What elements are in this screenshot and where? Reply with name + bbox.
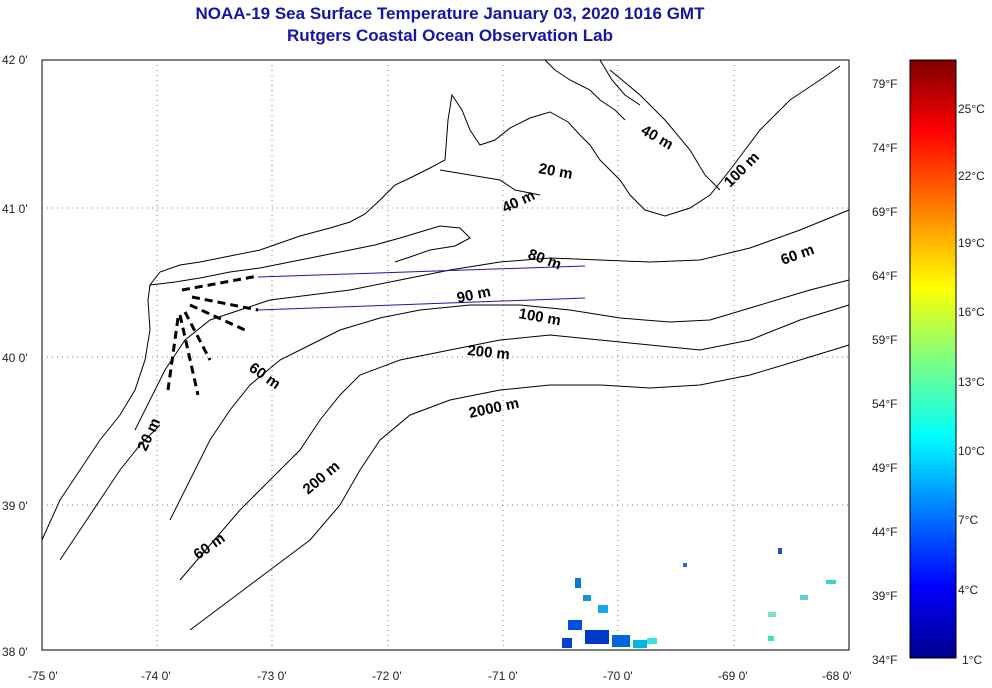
celsius-label: 4°C: [958, 583, 978, 597]
fahrenheit-label: 79°F: [872, 77, 897, 91]
transect-lines: [257, 265, 586, 311]
longitude-labels: -75 0' -74 0' -73 0' -72 0' -71 0' -70 0…: [28, 669, 852, 683]
celsius-label: 10°C: [958, 444, 985, 458]
fahrenheit-label: 54°F: [872, 397, 897, 411]
colorbar: [909, 59, 957, 659]
contour-label: 200 m: [467, 342, 511, 363]
lon-label: -73 0': [257, 669, 287, 683]
map-subtitle: Rutgers Coastal Ocean Observation Lab: [287, 26, 613, 45]
celsius-label: 7°C: [958, 513, 978, 527]
colorbar-celsius-labels: 25°C 22°C 19°C 16°C 13°C 10°C 7°C 4°C 1°…: [958, 102, 985, 667]
lon-label: -75 0': [28, 669, 58, 683]
lat-label: 39 0': [2, 499, 28, 513]
colorbar-fahrenheit-labels: 79°F 74°F 69°F 64°F 59°F 54°F 49°F 44°F …: [872, 77, 897, 667]
lon-label: -71 0': [488, 669, 518, 683]
fahrenheit-label: 64°F: [872, 269, 897, 283]
celsius-label: 13°C: [958, 375, 985, 389]
lon-label: -74 0': [141, 669, 171, 683]
fahrenheit-label: 39°F: [872, 589, 897, 603]
lat-label: 38 0': [2, 645, 28, 659]
lat-label: 41 0': [2, 202, 28, 216]
map-title: NOAA-19 Sea Surface Temperature January …: [195, 4, 705, 23]
grid-lines: [42, 60, 849, 650]
coastline: [41, 59, 841, 541]
dashed-sector-lines: [166, 274, 259, 396]
lat-label: 42 0': [2, 53, 28, 67]
lat-label: 40 0': [2, 351, 28, 365]
contour-label: 20 m: [537, 160, 574, 183]
lon-label: -72 0': [372, 669, 402, 683]
fahrenheit-label: 44°F: [872, 525, 897, 539]
fahrenheit-label: 59°F: [872, 333, 897, 347]
fahrenheit-label: 69°F: [872, 205, 897, 219]
lon-label: -70 0': [603, 669, 633, 683]
fahrenheit-label: 34°F: [872, 653, 897, 667]
lon-label: -68 0': [822, 669, 852, 683]
celsius-label: 19°C: [958, 236, 985, 250]
celsius-label: 16°C: [958, 305, 985, 319]
bathymetry-contours: [59, 69, 850, 631]
fahrenheit-label: 74°F: [872, 141, 897, 155]
sst-data-patches: [562, 548, 836, 648]
celsius-label: 22°C: [958, 169, 985, 183]
latitude-labels: 42 0' 41 0' 40 0' 39 0' 38 0': [2, 53, 28, 659]
fahrenheit-label: 49°F: [872, 461, 897, 475]
contour-label: 90 m: [455, 283, 492, 307]
lon-label: -69 0': [718, 669, 748, 683]
celsius-label: 1°C: [962, 653, 982, 667]
celsius-label: 25°C: [958, 102, 985, 116]
